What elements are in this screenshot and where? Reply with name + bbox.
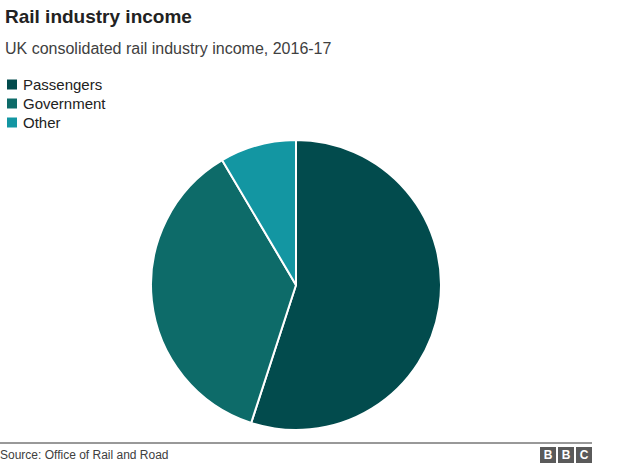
svg-text:Rail industry income: Rail industry income [5,6,192,27]
svg-text:B: B [544,448,553,462]
svg-text:B: B [562,448,571,462]
svg-text:Government: Government [23,95,106,112]
svg-text:Source: Office of Rail and Roa: Source: Office of Rail and Road [0,448,169,462]
svg-text:Other: Other [23,114,61,131]
svg-text:C: C [580,448,589,462]
svg-text:Passengers: Passengers [23,76,102,93]
svg-text:UK consolidated rail industry: UK consolidated rail industry income, 20… [5,40,332,57]
